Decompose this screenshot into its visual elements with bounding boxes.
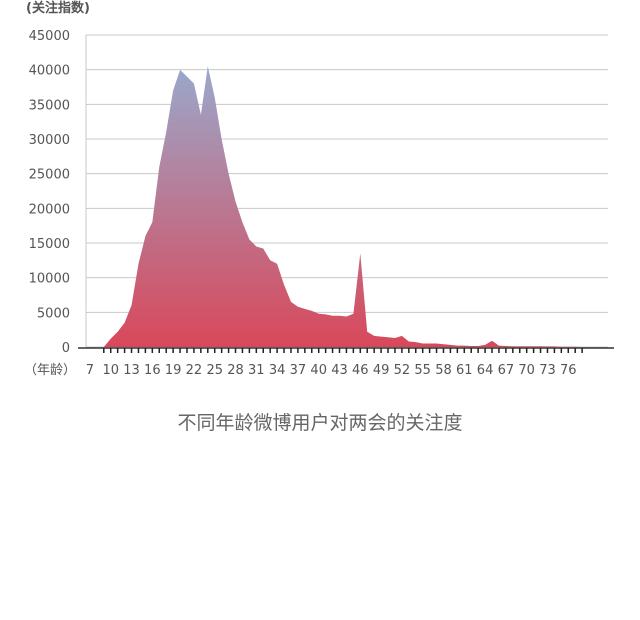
x-tick-labels: 7 10 13 16 19 22 25 28 31 34 37 40 43 46 49 52 55 58 61 64 6…	[86, 363, 577, 378]
x-tick-label: 22	[186, 363, 203, 378]
x-tick-label: 31	[248, 363, 265, 378]
x-tick-label: 43	[331, 363, 348, 378]
x-tick-label: 61	[456, 363, 473, 378]
x-tick-label: 10	[102, 363, 119, 378]
x-axis-label: （年龄）	[24, 363, 76, 378]
y-tick-label: 45000	[29, 29, 70, 44]
attention-area	[103, 66, 583, 347]
y-tick-label: 15000	[29, 237, 70, 252]
x-tick-label: 70	[518, 363, 535, 378]
x-tick-label: 67	[498, 363, 515, 378]
y-tick-label: 25000	[29, 168, 70, 183]
x-tick-label: 58	[435, 363, 452, 378]
x-tick-marks	[103, 348, 583, 353]
x-tick-label: 46	[352, 363, 369, 378]
x-tick-label: 19	[165, 363, 182, 378]
y-tick-label: 30000	[29, 133, 70, 148]
x-tick-label: 34	[269, 363, 286, 378]
y-tick-label: 40000	[29, 64, 70, 79]
x-tick-label: 7	[86, 363, 94, 378]
x-tick-label: 64	[477, 363, 494, 378]
x-tick-label: 25	[206, 363, 223, 378]
y-tick-label: 10000	[29, 272, 70, 287]
x-tick-label: 73	[539, 363, 556, 378]
x-tick-label: 13	[123, 363, 140, 378]
x-tick-label: 49	[373, 363, 390, 378]
x-tick-label: 37	[290, 363, 307, 378]
age-attention-chart: (关注指数) 0 5000 10000 15000 20000 25000 30000 350…	[24, 0, 614, 378]
y-tick-label: 0	[62, 341, 70, 356]
x-tick-label: 76	[560, 363, 577, 378]
x-tick-label: 28	[227, 363, 244, 378]
chart-title: 不同年龄微博用户对两会的关注度	[177, 412, 463, 434]
y-tick-label: 5000	[37, 306, 70, 321]
y-tick-label: 35000	[29, 98, 70, 113]
x-tick-label: 16	[144, 363, 161, 378]
y-tick-label: 20000	[29, 202, 70, 217]
x-tick-label: 52	[394, 363, 411, 378]
y-tick-labels: 0 5000 10000 15000 20000 25000 30000 35000 40000…	[29, 29, 70, 356]
y-axis-label: (关注指数)	[26, 0, 90, 16]
x-tick-label: 55	[414, 363, 431, 378]
x-tick-label: 40	[310, 363, 327, 378]
